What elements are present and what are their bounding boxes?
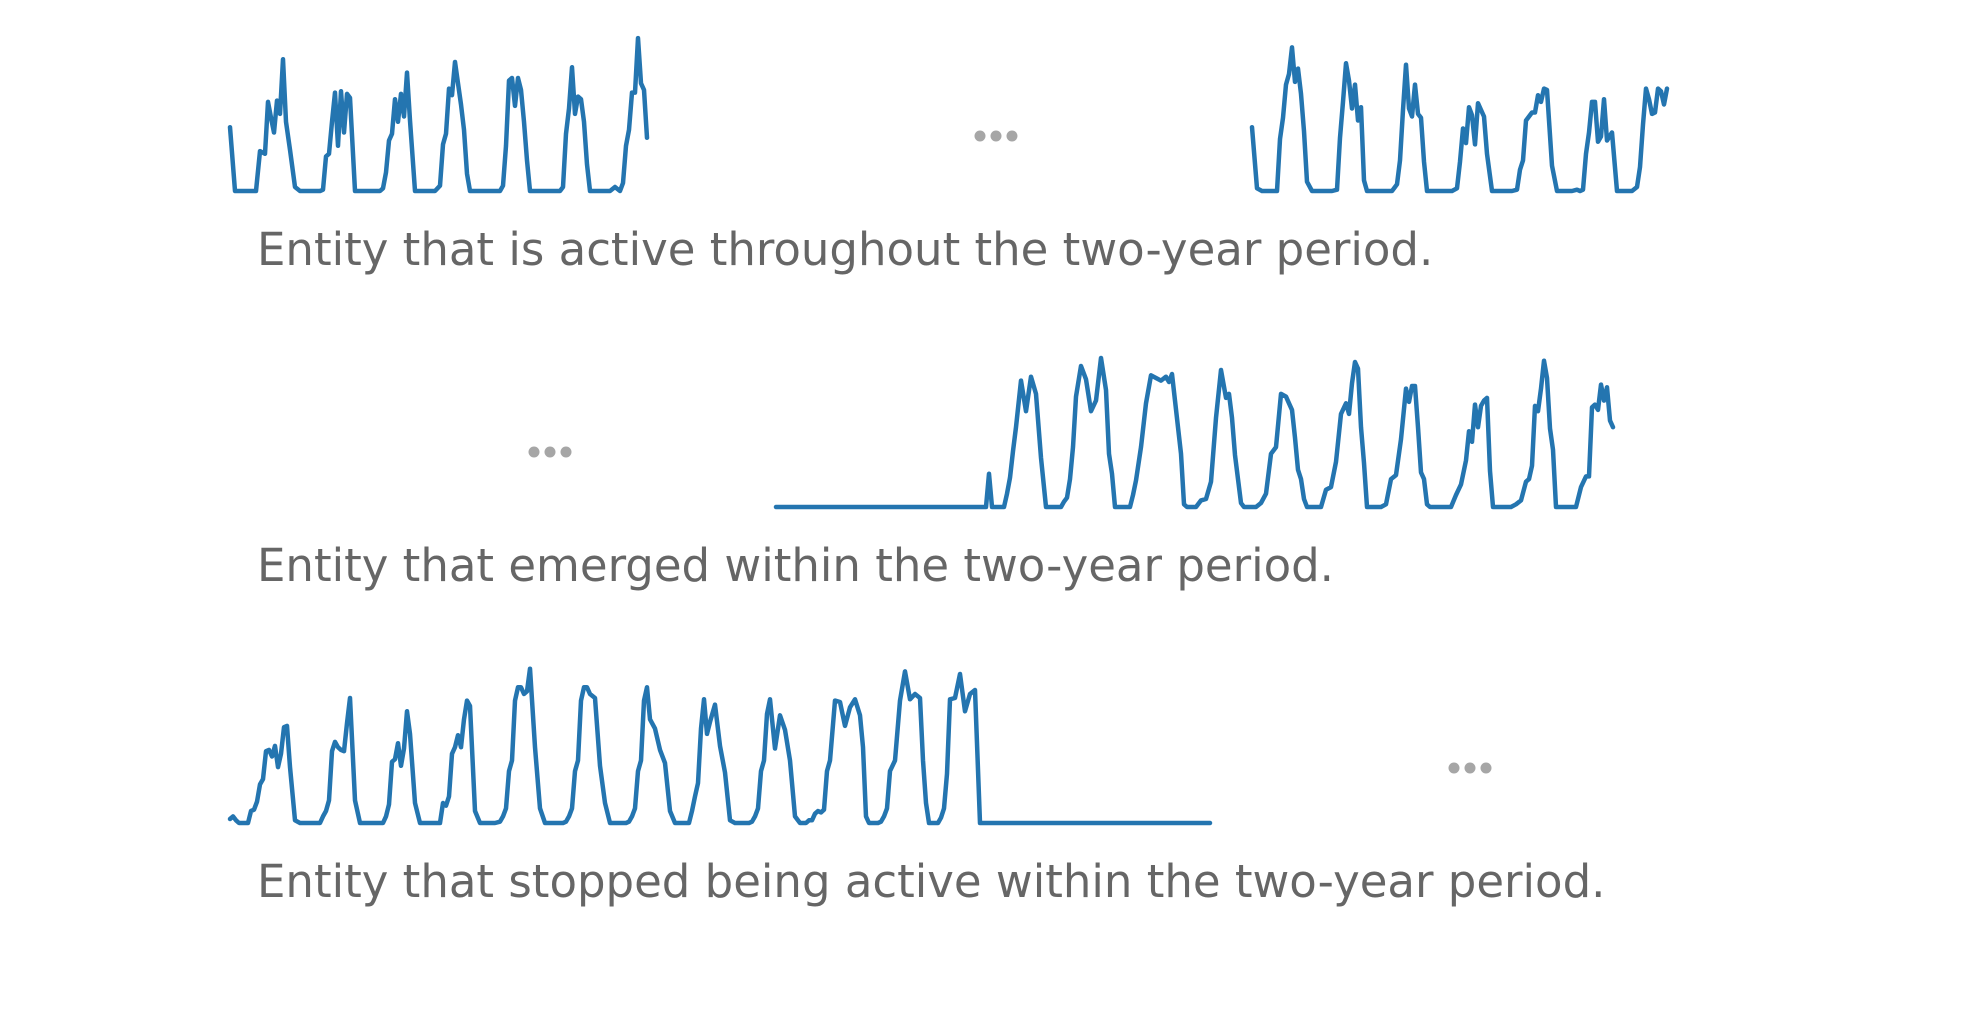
caption: Entity that emerged within the two-year …: [257, 539, 1334, 592]
ellipsis-marker: [528, 446, 572, 458]
activity-line-path: [227, 666, 1213, 826]
series-line: [773, 355, 1616, 510]
series-line: [1249, 45, 1670, 194]
panel-emerged: Entity that emerged within the two-year …: [257, 355, 1616, 592]
ellipsis-marker: [1448, 762, 1492, 774]
caption: Entity that is active throughout the two…: [257, 223, 1433, 276]
series-line: [227, 666, 1213, 826]
panel-active-throughout: Entity that is active throughout the two…: [227, 35, 1670, 276]
series-line: [227, 35, 650, 194]
caption: Entity that stopped being active within …: [257, 855, 1605, 908]
ellipsis-marker: [974, 130, 1018, 142]
activity-line-path: [1249, 45, 1670, 194]
panel-stopped: Entity that stopped being active within …: [227, 666, 1605, 908]
activity-line-path: [773, 355, 1616, 510]
activity-line-path: [227, 35, 650, 194]
